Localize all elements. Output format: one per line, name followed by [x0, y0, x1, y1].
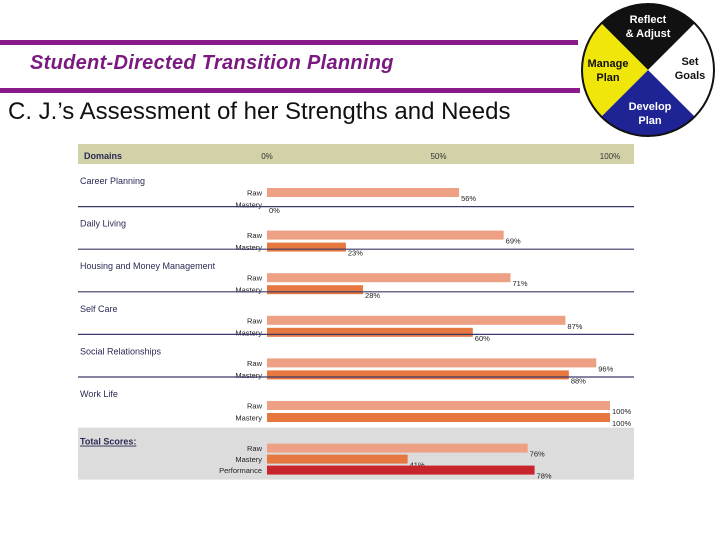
bar-label-self-care-raw: Raw: [247, 316, 263, 325]
value-label-daily-living-raw: 69%: [506, 237, 521, 246]
value-label-work-life-raw: 100%: [612, 407, 632, 416]
chart-header-tick: 100%: [600, 152, 620, 161]
bar-totals-mastery: [267, 454, 408, 464]
wheel-outline: [581, 3, 715, 137]
slide-subtitle: C. J.’s Assessment of her Strengths and …: [8, 98, 511, 125]
bar-career-planning-raw: [267, 188, 460, 197]
group-label-daily-living: Daily Living: [80, 219, 126, 229]
value-label-housing-and-money-management-mastery: 28%: [365, 291, 380, 300]
title-rule-bottom: [0, 88, 580, 93]
wheel-segment-develop: [601, 70, 695, 137]
bar-social-relationships-raw: [267, 358, 597, 368]
group-label-career-planning: Career Planning: [80, 176, 145, 186]
value-label-housing-and-money-management-raw: 71%: [513, 279, 528, 288]
title-rule-top: [0, 40, 578, 45]
value-label-totals-mastery: 41%: [410, 461, 425, 470]
bar-daily-living-raw: [267, 230, 504, 240]
bar-housing-and-money-management-mastery: [267, 285, 364, 295]
bar-label-work-life-raw: Raw: [247, 402, 263, 411]
bar-label-career-planning-raw: Raw: [247, 189, 263, 198]
value-label-self-care-raw: 87%: [567, 322, 582, 331]
bar-label-housing-and-money-management-raw: Raw: [247, 274, 263, 283]
value-label-social-relationships-mastery: 88%: [571, 376, 586, 385]
wheel-label-set-goals: Set Goals: [675, 56, 706, 82]
bar-self-care-mastery: [267, 327, 473, 337]
group-label-work-life: Work Life: [80, 389, 118, 399]
bar-label-totals-raw: Raw: [247, 444, 263, 453]
value-label-career-planning-mastery: 0%: [269, 206, 280, 215]
bar-label-housing-and-money-management-mastery: Mastery: [235, 286, 262, 295]
chart-header-bar: [78, 144, 634, 164]
wheel-label-manage: Manage Plan: [588, 58, 629, 84]
group-label-housing-and-money-management: Housing and Money Management: [80, 261, 216, 271]
bar-label-self-care-mastery: Mastery: [235, 328, 262, 337]
value-label-daily-living-mastery: 23%: [348, 249, 363, 258]
bar-work-life-raw: [267, 401, 610, 410]
wheel-label-develop: Develop Plan: [629, 101, 672, 127]
bar-totals-raw: [267, 443, 528, 453]
value-label-career-planning-raw: 56%: [461, 194, 476, 203]
bar-self-care-raw: [267, 315, 566, 325]
value-label-social-relationships-raw: 96%: [598, 364, 613, 373]
chart-header-tick: 50%: [430, 152, 446, 161]
bar-work-life-mastery: [267, 413, 610, 422]
bar-label-daily-living-mastery: Mastery: [235, 243, 262, 252]
totals-label: Total Scores:: [80, 437, 136, 447]
bar-housing-and-money-management-raw: [267, 273, 511, 283]
strengths-needs-chart: Domains 0% 50% 100% Career Planning Raw 56% Mas…: [78, 144, 634, 481]
bar-label-totals-performance: Performance: [219, 466, 262, 475]
bar-daily-living-mastery: [267, 242, 346, 252]
bar-label-totals-mastery: Mastery: [235, 455, 262, 464]
group-label-social-relationships: Social Relationships: [80, 346, 162, 356]
bar-totals-performance: [267, 465, 535, 475]
group-label-self-care: Self Care: [80, 304, 118, 314]
value-label-work-life-mastery: 100%: [612, 419, 632, 428]
value-label-self-care-mastery: 60%: [475, 334, 490, 343]
wheel-segment-manage: [581, 23, 648, 117]
value-label-totals-raw: 76%: [530, 450, 545, 459]
bar-label-social-relationships-raw: Raw: [247, 359, 263, 368]
bar-label-career-planning-mastery: Mastery: [235, 201, 262, 210]
chart-header-label: Domains: [84, 151, 122, 161]
wheel-segment-set-goals: [648, 23, 715, 117]
wheel-label-reflect: Reflect & Adjust: [626, 14, 671, 40]
wheel-segment-reflect: [601, 3, 695, 70]
bar-label-social-relationships-mastery: Mastery: [235, 371, 262, 380]
bar-social-relationships-mastery: [267, 370, 569, 380]
slide-title: Student-Directed Transition Planning: [30, 52, 394, 74]
bar-label-daily-living-raw: Raw: [247, 231, 263, 240]
chart-header-tick: 0%: [261, 152, 273, 161]
bar-label-work-life-mastery: Mastery: [235, 414, 262, 423]
value-label-totals-performance: 78%: [537, 472, 552, 481]
